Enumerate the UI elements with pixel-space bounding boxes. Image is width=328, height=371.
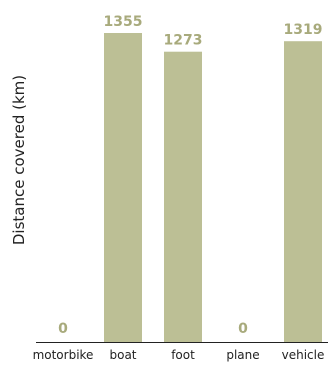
x-tick-label-plane: plane [226,348,259,362]
bars-group [104,33,322,342]
x-tick-label-motorbike: motorbike [33,348,94,362]
x-tick-label-foot: foot [171,348,195,362]
bar-foot [164,51,202,342]
bar-boat [104,33,142,342]
value-label-foot: 1273 [164,33,203,49]
bar-vehicle [284,41,322,342]
x-tick-label-vehicle: vehicle [282,348,325,362]
value-label-vehicle: 1319 [284,22,323,38]
value-label-boat: 1355 [104,14,143,30]
value-label-plane: 0 [238,321,248,337]
tick-labels-group: motorbike boat foot plane vehicle [33,348,325,362]
value-labels-group: 0 1355 1273 0 1319 [58,14,322,337]
y-axis-title: Distance covered (km) [10,75,28,245]
x-tick-label-boat: boat [109,348,136,362]
value-label-motorbike: 0 [58,321,68,337]
